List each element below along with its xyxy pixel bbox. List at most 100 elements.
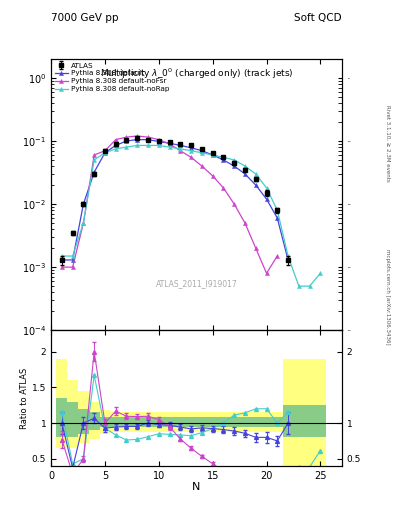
Bar	[132, 412, 143, 432]
Bar	[121, 417, 132, 428]
Pythia 8.308 default-noRap	[253, 171, 258, 177]
Pythia 8.308 default	[146, 137, 151, 143]
Pythia 8.308 default	[264, 196, 269, 202]
Pythia 8.308 default-noFsr	[253, 245, 258, 251]
Pythia 8.308 default-noRap	[167, 144, 172, 150]
Pythia 8.308 default	[135, 137, 140, 143]
Bar	[110, 417, 121, 428]
Pythia 8.308 default-noFsr	[146, 134, 151, 140]
Bar	[57, 359, 67, 448]
Pythia 8.308 default-noRap	[242, 163, 247, 169]
Pythia 8.308 default-noRap	[81, 220, 86, 226]
Bar	[261, 417, 272, 428]
Pythia 8.308 default-noFsr	[178, 147, 183, 154]
Pythia 8.308 default	[232, 163, 237, 169]
Pythia 8.308 default	[286, 257, 290, 263]
Bar	[229, 417, 240, 428]
Bar	[196, 417, 207, 428]
Pythia 8.308 default-noFsr	[70, 264, 75, 270]
Bar	[315, 405, 326, 437]
Pythia 8.308 default-noFsr	[189, 154, 193, 160]
Bar	[240, 417, 250, 428]
Line: Pythia 8.308 default-noRap: Pythia 8.308 default-noRap	[60, 143, 322, 288]
Pythia 8.308 default-noRap	[113, 146, 118, 152]
Pythia 8.308 default-noRap	[307, 283, 312, 289]
Bar	[196, 412, 207, 432]
Bar	[164, 412, 175, 432]
Pythia 8.308 default-noRap	[318, 270, 323, 276]
Pythia 8.308 default-noRap	[200, 150, 204, 156]
Pythia 8.308 default-noFsr	[113, 137, 118, 143]
Pythia 8.308 default-noRap	[296, 283, 301, 289]
Bar	[272, 417, 283, 428]
Bar	[250, 412, 261, 432]
Bar	[175, 417, 186, 428]
Pythia 8.308 default-noRap	[264, 185, 269, 191]
Pythia 8.308 default-noRap	[232, 157, 237, 163]
Bar	[132, 417, 143, 428]
Pythia 8.308 default-noFsr	[81, 220, 86, 226]
Pythia 8.308 default-noFsr	[210, 173, 215, 179]
Pythia 8.308 default	[113, 142, 118, 148]
Bar	[89, 401, 99, 439]
Pythia 8.308 default	[156, 138, 161, 144]
Line: Pythia 8.308 default-noFsr: Pythia 8.308 default-noFsr	[60, 134, 279, 275]
Pythia 8.308 default-noRap	[178, 146, 183, 152]
Bar	[294, 405, 304, 437]
Pythia 8.308 default-noRap	[221, 154, 226, 160]
Pythia 8.308 default	[275, 215, 280, 221]
Bar	[283, 359, 294, 466]
Pythia 8.308 default	[167, 140, 172, 146]
Bar	[240, 412, 250, 432]
Bar	[78, 391, 89, 443]
Text: Multiplicity $\lambda\_0^0$ (charged only) (track jets): Multiplicity $\lambda\_0^0$ (charged onl…	[100, 67, 293, 81]
Bar	[99, 410, 110, 434]
Bar	[110, 412, 121, 432]
Bar	[186, 417, 196, 428]
Pythia 8.308 default-noFsr	[92, 152, 97, 158]
Bar	[229, 412, 240, 432]
Bar	[67, 401, 78, 437]
Bar	[67, 380, 78, 448]
Bar	[143, 417, 153, 428]
Pythia 8.308 default-noFsr	[264, 270, 269, 276]
Pythia 8.308 default-noRap	[189, 147, 193, 154]
Pythia 8.308 default-noFsr	[232, 201, 237, 207]
Pythia 8.308 default	[210, 152, 215, 158]
Bar	[283, 405, 294, 437]
Y-axis label: Ratio to ATLAS: Ratio to ATLAS	[20, 368, 29, 429]
Pythia 8.308 default	[200, 147, 204, 154]
Pythia 8.308 default-noRap	[286, 253, 290, 259]
Pythia 8.308 default	[92, 169, 97, 175]
Bar	[175, 412, 186, 432]
Pythia 8.308 default	[124, 138, 129, 144]
Legend: ATLAS, Pythia 8.308 default, Pythia 8.308 default-noFsr, Pythia 8.308 default-no: ATLAS, Pythia 8.308 default, Pythia 8.30…	[53, 61, 171, 94]
Text: Rivet 3.1.10, ≥ 2.3M events: Rivet 3.1.10, ≥ 2.3M events	[385, 105, 390, 182]
Bar	[78, 409, 89, 434]
Pythia 8.308 default-noRap	[146, 142, 151, 148]
Pythia 8.308 default-noRap	[210, 152, 215, 158]
Pythia 8.308 default-noFsr	[275, 253, 280, 259]
Text: mcplots.cern.ch [arXiv:1306.3436]: mcplots.cern.ch [arXiv:1306.3436]	[385, 249, 390, 345]
Bar	[272, 412, 283, 432]
Pythia 8.308 default-noFsr	[221, 185, 226, 191]
Line: Pythia 8.308 default: Pythia 8.308 default	[60, 138, 290, 262]
Bar	[304, 405, 315, 437]
Pythia 8.308 default	[178, 142, 183, 148]
Pythia 8.308 default	[59, 257, 64, 263]
Pythia 8.308 default-noRap	[59, 253, 64, 259]
Bar	[153, 412, 164, 432]
Pythia 8.308 default-noFsr	[59, 264, 64, 270]
Bar	[218, 417, 229, 428]
Bar	[218, 412, 229, 432]
Text: ATLAS_2011_I919017: ATLAS_2011_I919017	[156, 280, 237, 289]
Pythia 8.308 default	[81, 201, 86, 207]
Pythia 8.308 default-noFsr	[242, 220, 247, 226]
Pythia 8.308 default	[189, 145, 193, 151]
Bar	[164, 417, 175, 428]
Bar	[153, 417, 164, 428]
Bar	[89, 412, 99, 430]
Bar	[294, 359, 304, 466]
Pythia 8.308 default	[221, 157, 226, 163]
Pythia 8.308 default	[253, 182, 258, 188]
